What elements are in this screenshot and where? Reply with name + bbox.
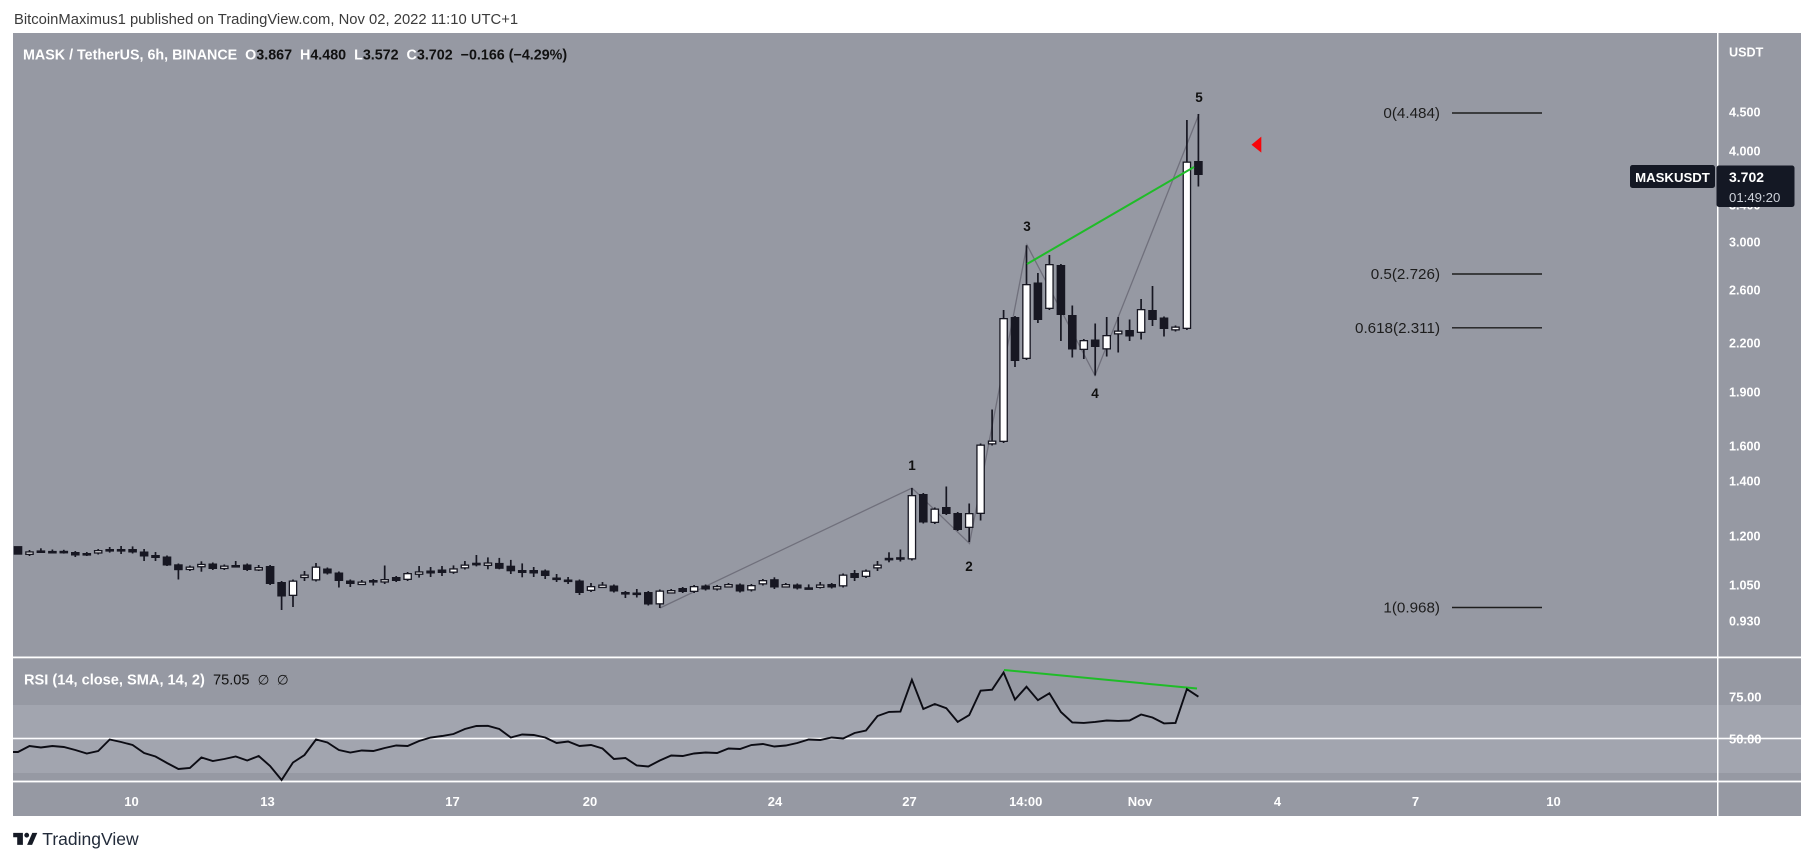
svg-text:3.000: 3.000: [1729, 236, 1761, 250]
svg-text:2: 2: [965, 559, 973, 574]
svg-text:USDT: USDT: [1729, 46, 1764, 60]
svg-text:4: 4: [1274, 794, 1282, 809]
svg-text:4.000: 4.000: [1729, 145, 1761, 159]
svg-text:0.5(2.726): 0.5(2.726): [1371, 266, 1440, 283]
svg-text:75.00: 75.00: [1729, 690, 1762, 705]
svg-text:MASKUSDT: MASKUSDT: [1635, 170, 1710, 185]
svg-text:RSI (14, close, SMA, 14, 2) 7: RSI (14, close, SMA, 14, 2) 75.05 ∅ ∅: [24, 673, 289, 689]
svg-text:2.200: 2.200: [1729, 337, 1761, 351]
svg-text:1.900: 1.900: [1729, 386, 1761, 400]
svg-text:1: 1: [908, 458, 916, 473]
svg-text:1.200: 1.200: [1729, 530, 1761, 544]
svg-text:17: 17: [445, 794, 459, 809]
svg-text:27: 27: [902, 794, 916, 809]
svg-text:BitcoinMaximus1 published on T: BitcoinMaximus1 published on TradingView…: [14, 12, 518, 28]
svg-text:01:49:20: 01:49:20: [1729, 190, 1780, 205]
svg-text:MASK / TetherUS, 6h, BINANCE: MASK / TetherUS, 6h, BINANCE O3.867 H4.4…: [23, 48, 567, 64]
svg-text:0.930: 0.930: [1729, 615, 1761, 629]
svg-text:0(4.484): 0(4.484): [1383, 105, 1440, 122]
svg-text:4.500: 4.500: [1729, 106, 1761, 120]
svg-text:1.400: 1.400: [1729, 475, 1761, 489]
svg-text:3: 3: [1023, 219, 1031, 234]
svg-text:10: 10: [1546, 794, 1560, 809]
svg-text:24: 24: [768, 794, 783, 809]
svg-text:50.00: 50.00: [1729, 732, 1762, 747]
svg-text:1(0.968): 1(0.968): [1383, 600, 1440, 617]
svg-text:3.702: 3.702: [1729, 169, 1764, 185]
svg-text:0.618(2.311): 0.618(2.311): [1355, 320, 1440, 337]
svg-text:14:00: 14:00: [1009, 794, 1042, 809]
svg-text:1.600: 1.600: [1729, 440, 1761, 454]
svg-text:7: 7: [1412, 794, 1419, 809]
svg-text:1.050: 1.050: [1729, 579, 1761, 593]
svg-text:20: 20: [583, 794, 597, 809]
svg-text:Nov: Nov: [1128, 794, 1153, 809]
svg-text:13: 13: [260, 794, 274, 809]
svg-text:TradingView: TradingView: [42, 829, 139, 849]
svg-text:10: 10: [124, 794, 138, 809]
svg-text:2.600: 2.600: [1729, 284, 1761, 298]
svg-text:5: 5: [1195, 90, 1203, 105]
svg-text:4: 4: [1091, 386, 1099, 401]
